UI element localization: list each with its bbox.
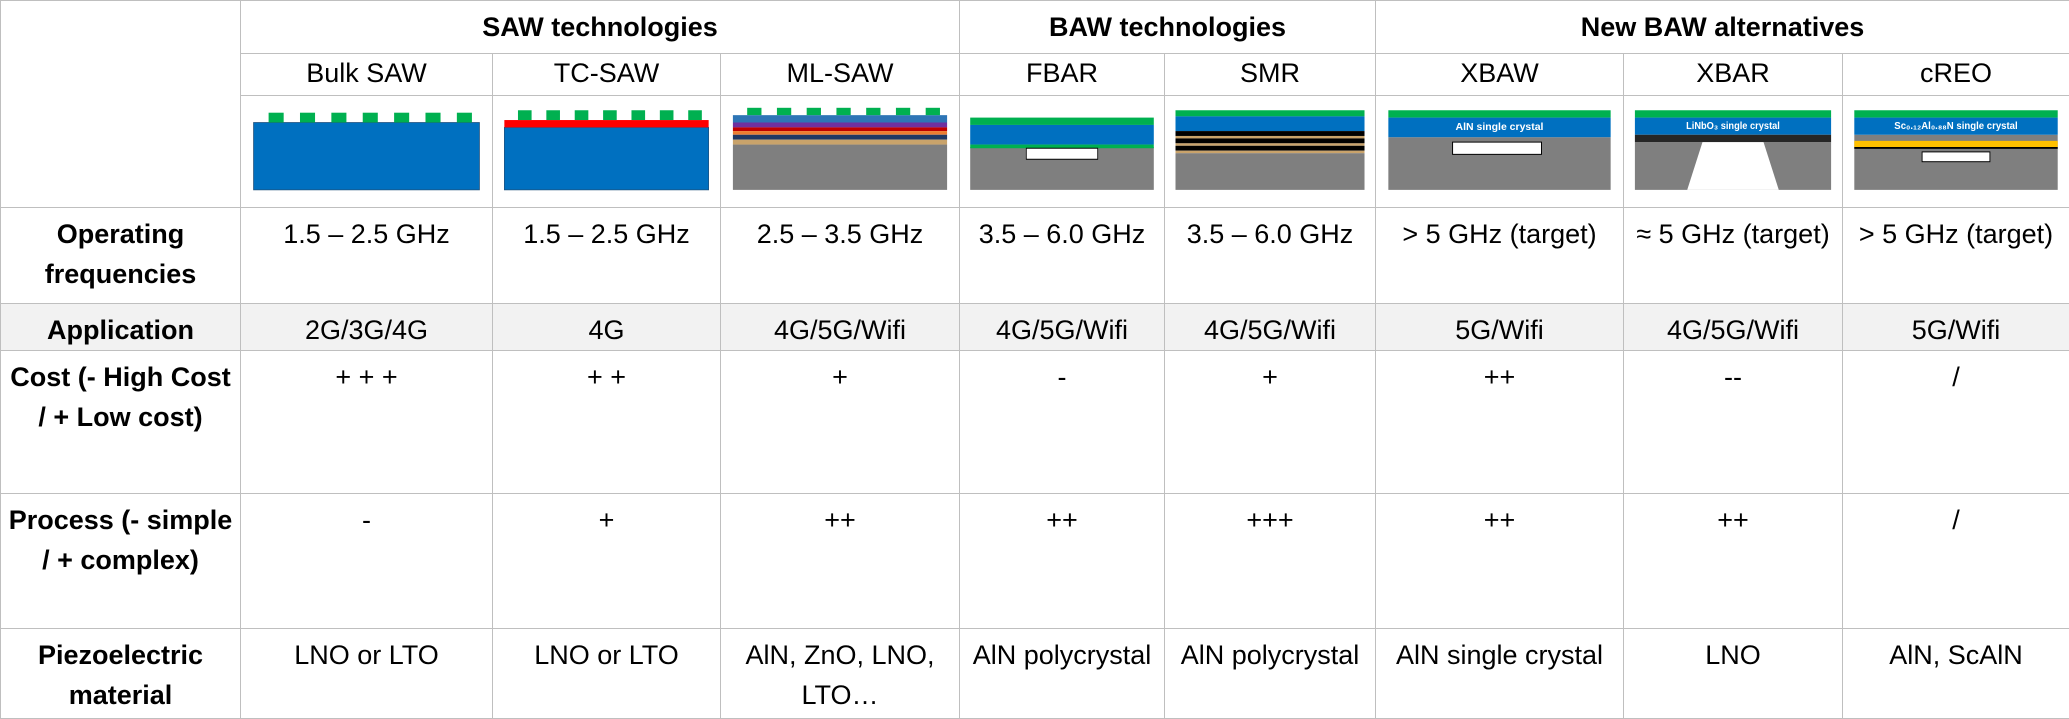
- diagram-label: AlN single crystal: [1456, 122, 1544, 133]
- row-header: Operating frequencies: [1, 208, 241, 304]
- diagram-cell: [960, 96, 1165, 208]
- cell: 2.5 – 3.5 GHz: [721, 208, 960, 304]
- cell: AlN polycrystal: [1165, 629, 1376, 719]
- structure-diagram: [960, 98, 1164, 196]
- cell: 4G/5G/Wifi: [721, 304, 960, 351]
- structure-diagram: [493, 98, 720, 196]
- diagram-cell: Sc₀.₁₂Al₀.₈₈N single crystal: [1843, 96, 2069, 208]
- cell: AlN single crystal: [1376, 629, 1624, 719]
- structure-diagram: AlN single crystal: [1376, 98, 1623, 196]
- cell: 3.5 – 6.0 GHz: [960, 208, 1165, 304]
- cell: > 5 GHz (target): [1376, 208, 1624, 304]
- cell: AlN, ZnO, LNO, LTO…: [721, 629, 960, 719]
- cell: + + +: [241, 351, 493, 494]
- diagram-cell: LiNbO₃ single crystal: [1624, 96, 1843, 208]
- cell: 4G/5G/Wifi: [1624, 304, 1843, 351]
- cell: 4G/5G/Wifi: [1165, 304, 1376, 351]
- diagram-label: LiNbO₃ single crystal: [1686, 120, 1780, 132]
- cell: /: [1843, 494, 2069, 629]
- cell: -: [960, 351, 1165, 494]
- column-name: ML-SAW: [721, 54, 960, 96]
- cell: AlN polycrystal: [960, 629, 1165, 719]
- cell: + +: [493, 351, 721, 494]
- cell: LNO: [1624, 629, 1843, 719]
- cell: --: [1624, 351, 1843, 494]
- diagram-cell: [721, 96, 960, 208]
- group-header: SAW technologies: [241, 1, 960, 54]
- structure-diagram: [1165, 98, 1375, 196]
- cell: +: [721, 351, 960, 494]
- cell: +: [1165, 351, 1376, 494]
- group-header: New BAW alternatives: [1376, 1, 2069, 54]
- cell: +++: [1165, 494, 1376, 629]
- structure-diagram: [721, 98, 959, 196]
- column-name: XBAR: [1624, 54, 1843, 96]
- diagram-row: AlN single crystal LiNbO₃ single crystal S…: [1, 96, 2069, 208]
- cell: 1.5 – 2.5 GHz: [493, 208, 721, 304]
- cell: LNO or LTO: [241, 629, 493, 719]
- cell: > 5 GHz (target): [1843, 208, 2069, 304]
- cell: LNO or LTO: [493, 629, 721, 719]
- column-name: XBAW: [1376, 54, 1624, 96]
- cell: ≈ 5 GHz (target): [1624, 208, 1843, 304]
- diagram-cell: [493, 96, 721, 208]
- cell: ++: [1624, 494, 1843, 629]
- column-name: SMR: [1165, 54, 1376, 96]
- cell: AlN, ScAlN: [1843, 629, 2069, 719]
- row-header: Process (- simple / + complex): [1, 494, 241, 629]
- cell: ++: [1376, 494, 1624, 629]
- cell: ++: [1376, 351, 1624, 494]
- structure-diagram: [241, 98, 492, 196]
- cell: +: [493, 494, 721, 629]
- cell: 3.5 – 6.0 GHz: [1165, 208, 1376, 304]
- column-name: TC-SAW: [493, 54, 721, 96]
- corner-cell: [1, 1, 241, 208]
- cell: 4G/5G/Wifi: [960, 304, 1165, 351]
- cell: 5G/Wifi: [1376, 304, 1624, 351]
- cell: ++: [721, 494, 960, 629]
- structure-diagram: Sc₀.₁₂Al₀.₈₈N single crystal: [1843, 98, 2069, 196]
- diagram-cell: [1165, 96, 1376, 208]
- group-header: BAW technologies: [960, 1, 1376, 54]
- structure-diagram: LiNbO₃ single crystal: [1624, 98, 1842, 196]
- row-header: Cost (- High Cost / + Low cost): [1, 351, 241, 494]
- cell: /: [1843, 351, 2069, 494]
- data-row: Process (- simple / + complex)-+++++++++…: [1, 494, 2069, 629]
- column-name: FBAR: [960, 54, 1165, 96]
- row-header: Application: [1, 304, 241, 351]
- diagram-cell: [241, 96, 493, 208]
- column-name: Bulk SAW: [241, 54, 493, 96]
- cell: ++: [960, 494, 1165, 629]
- cell: -: [241, 494, 493, 629]
- row-header: Piezoelectric material: [1, 629, 241, 719]
- cell: 1.5 – 2.5 GHz: [241, 208, 493, 304]
- cell: 4G: [493, 304, 721, 351]
- diagram-label: Sc₀.₁₂Al₀.₈₈N single crystal: [1894, 121, 2018, 132]
- data-row: Cost (- High Cost / + Low cost)+ + ++ ++…: [1, 351, 2069, 494]
- cell: 2G/3G/4G: [241, 304, 493, 351]
- cell: 5G/Wifi: [1843, 304, 2069, 351]
- column-name: cREO: [1843, 54, 2069, 96]
- diagram-cell: AlN single crystal: [1376, 96, 1624, 208]
